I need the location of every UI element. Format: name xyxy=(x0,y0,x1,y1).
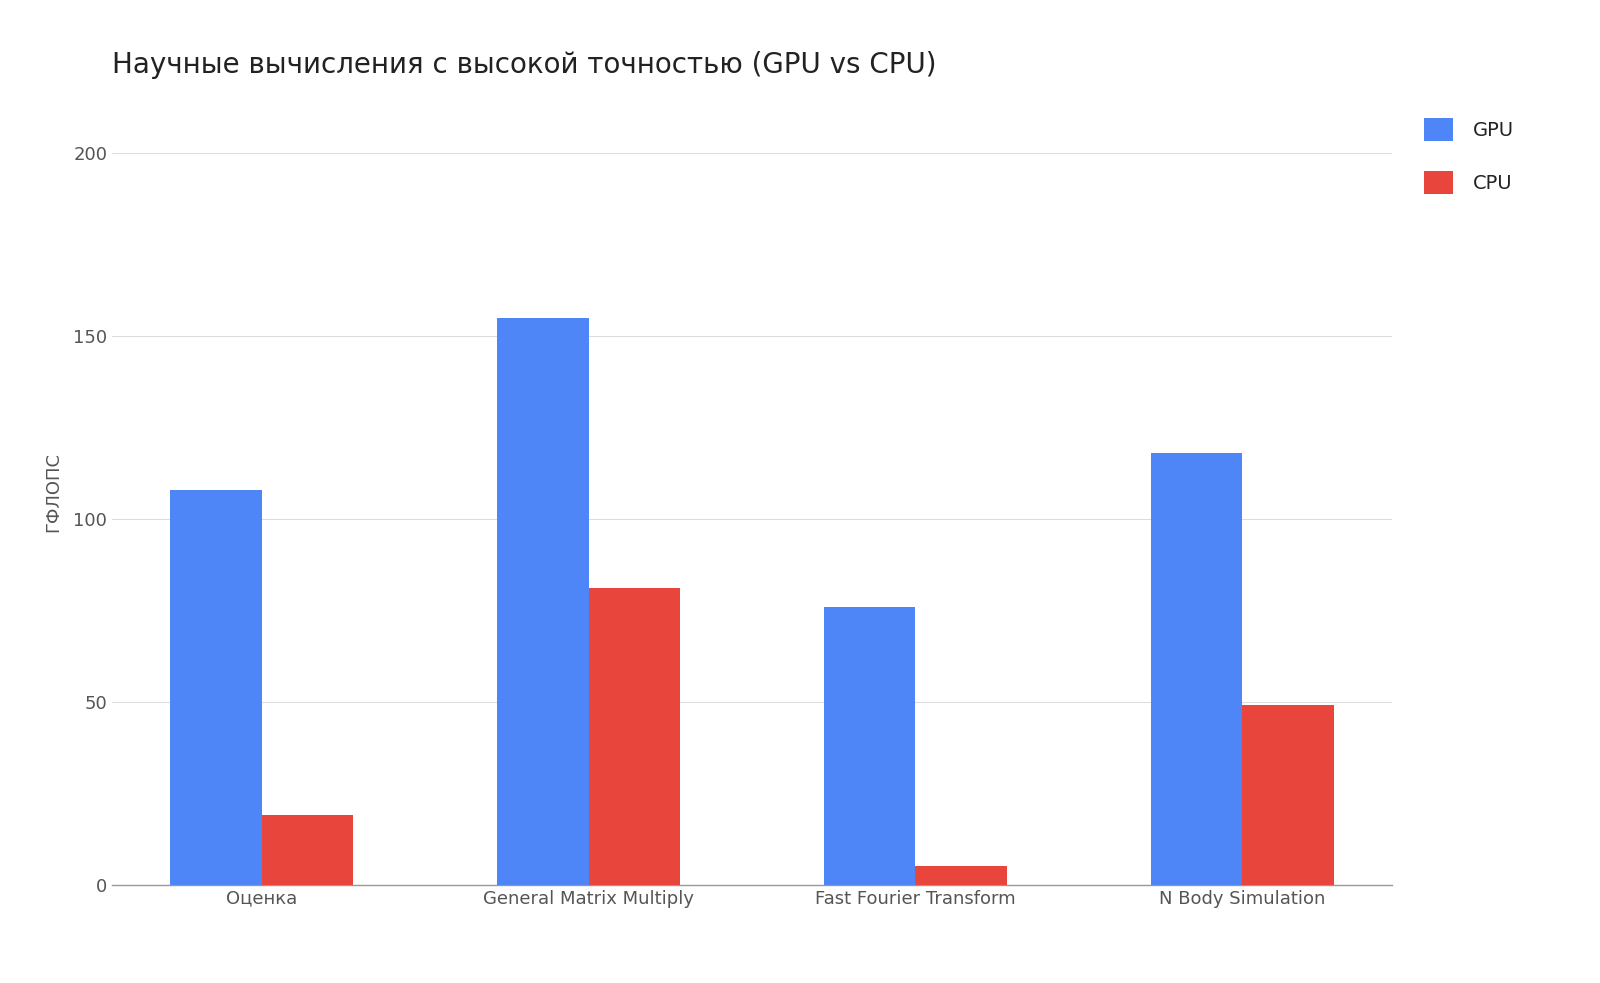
Bar xyxy=(824,607,915,885)
Bar xyxy=(170,490,262,885)
Y-axis label: ГФЛОПС: ГФЛОПС xyxy=(43,451,62,532)
Legend: GPU, CPU: GPU, CPU xyxy=(1414,108,1523,204)
Bar xyxy=(498,318,589,885)
Bar xyxy=(262,815,354,885)
Bar xyxy=(1150,453,1242,885)
Text: Научные вычисления с высокой точностью (GPU vs CPU): Научные вычисления с высокой точностью (… xyxy=(112,51,936,80)
Bar xyxy=(915,866,1006,885)
Bar xyxy=(589,589,680,885)
Bar xyxy=(1242,706,1334,885)
